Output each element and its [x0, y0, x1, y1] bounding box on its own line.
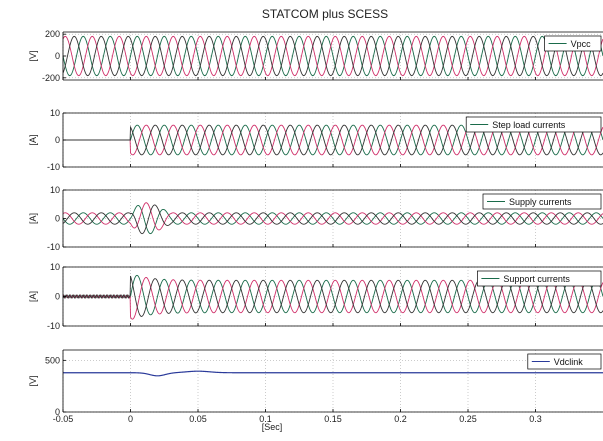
legend-box	[477, 270, 602, 287]
series-line-phase-a	[63, 35, 603, 77]
series-line-phase-c	[63, 124, 603, 156]
legend-label: Support currents	[503, 274, 570, 284]
panels: 200 0 -200 [V] Vpcc 10 0 -10 [A] Step load curren…	[28, 29, 603, 424]
chart-title: STATCOM plus SCESS	[262, 7, 388, 21]
x-axis-label: [Sec]	[262, 422, 283, 432]
panel-5: 500 0 [V] Vdclink	[28, 349, 603, 417]
y-tick-label: 0	[55, 51, 60, 61]
x-tick-label: 0.2	[394, 414, 407, 424]
y-axis-label: [V]	[28, 375, 38, 386]
series-line-phase-a	[63, 205, 603, 235]
x-tick-label: 0.05	[189, 414, 207, 424]
series-line-vdclink	[63, 370, 603, 377]
legend-label: Vpcc	[571, 39, 592, 49]
y-tick-label: 0	[55, 214, 60, 224]
y-tick-label: 200	[45, 29, 60, 39]
series-line-phase-b	[63, 202, 603, 231]
panel-4: 10 0 -10 [A] Support currents	[28, 262, 603, 331]
y-axis-label: [V]	[28, 50, 38, 61]
y-axis-label: [A]	[28, 291, 38, 302]
series-group	[63, 370, 603, 377]
y-tick-label: 0	[55, 407, 60, 417]
y-tick-label: 10	[50, 108, 60, 118]
series-line-phase-b	[63, 124, 603, 156]
series-line-phase-c	[63, 204, 603, 235]
series-group	[63, 202, 603, 235]
x-tick-label: 0.15	[324, 414, 342, 424]
y-tick-label: -10	[47, 321, 60, 331]
series-group	[63, 35, 603, 77]
y-tick-label: -10	[47, 242, 60, 252]
legend-label: Vdclink	[554, 357, 584, 367]
y-tick-label: 10	[50, 262, 60, 272]
panel-3: 10 0 -10 [A] Supply currents	[28, 185, 603, 252]
y-tick-label: -200	[42, 73, 60, 83]
legend-box	[544, 35, 602, 52]
legend-box	[465, 116, 602, 133]
x-tick-label: -0.05	[53, 414, 74, 424]
y-tick-label: -10	[47, 162, 60, 172]
series-line-phase-b	[63, 277, 603, 320]
y-axis-label: [A]	[28, 213, 38, 224]
x-tick-label: 0.1	[259, 414, 272, 424]
legend-box	[527, 353, 602, 370]
x-tick-label: 0	[128, 414, 133, 424]
y-tick-label: 0	[55, 135, 60, 145]
y-axis-label: [A]	[28, 134, 38, 145]
x-tick-label: 0.25	[459, 414, 477, 424]
y-tick-label: 500	[45, 355, 60, 365]
legend-box	[482, 193, 602, 210]
series-line-phase-c	[63, 35, 603, 77]
panel-1: 200 0 -200 [V] Vpcc	[28, 29, 603, 83]
y-tick-label: 10	[50, 185, 60, 195]
legend-label: Supply currents	[509, 197, 572, 207]
series-line-phase-c	[63, 275, 603, 317]
panel-2: 10 0 -10 [A] Step load currents	[28, 108, 603, 172]
x-tick-label: 0.3	[529, 414, 542, 424]
y-tick-label: 0	[55, 292, 60, 302]
series-line-phase-b	[63, 35, 603, 77]
legend-label: Step load currents	[492, 120, 566, 130]
